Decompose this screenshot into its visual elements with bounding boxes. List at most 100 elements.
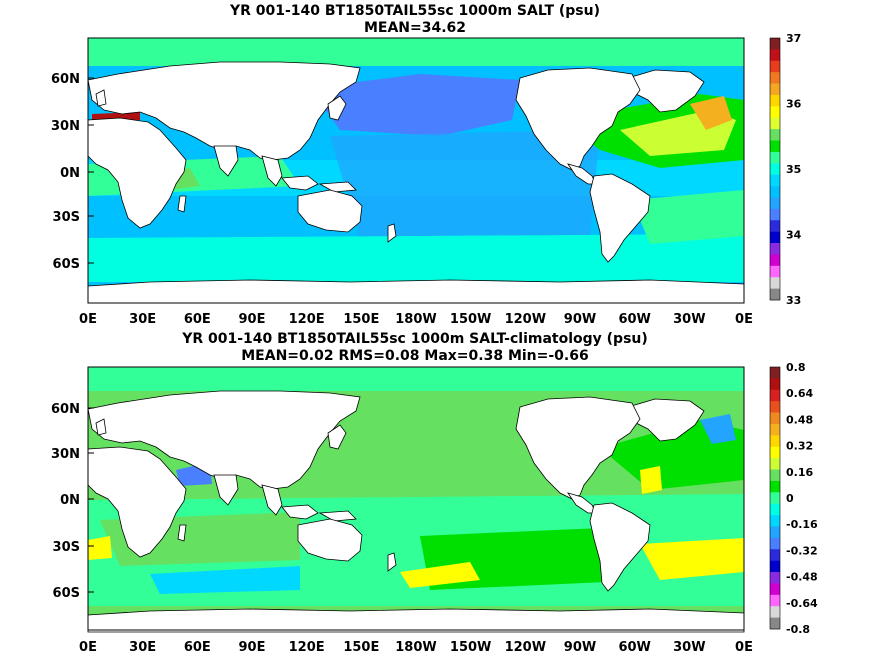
top-colorbar-segment (770, 117, 780, 130)
top-lon-label: 150E (343, 312, 379, 327)
top-lon-label: 150W (450, 312, 491, 327)
top-colorbar-segment (770, 151, 780, 164)
top-lat-label: 60N (51, 72, 80, 87)
bottom-colorbar-label: -0.64 (786, 597, 818, 610)
top-colorbar-segment (770, 83, 780, 96)
bottom-colorbar-segment (770, 583, 780, 596)
bottom-colorbar-label: 0.48 (786, 413, 813, 426)
bottom-colorbar-segment (770, 435, 780, 448)
bottom-colorbar-segment (770, 606, 780, 618)
bottom-colorbar-segment (770, 560, 780, 573)
top-lon-label: 180W (395, 312, 436, 327)
bottom-lon-label: 30W (673, 640, 705, 655)
top-colorbar-label: 37 (786, 32, 801, 45)
bottom-lon-label: 30E (129, 640, 156, 655)
top-lon-label: 90W (564, 312, 596, 327)
top-lat-label: 0N (60, 166, 80, 181)
bottom-panel-title: YR 001-140 BT1850TAIL55sc 1000m SALT-cli… (182, 331, 648, 347)
bottom-colorbar-segment (770, 389, 780, 402)
bottom-colorbar-segment (770, 617, 780, 630)
bottom-colorbar-label: 0.32 (786, 440, 813, 453)
top-lat-label: 30S (53, 210, 80, 225)
top-colorbar-segment (770, 140, 780, 153)
bottom-colorbar-segment (770, 378, 780, 391)
top-lon-label: 0E (735, 312, 753, 327)
bottom-colorbar-label: 0 (786, 492, 794, 505)
top-panel-title: YR 001-140 BT1850TAIL55sc 1000m SALT (ps… (229, 3, 600, 19)
bottom-lon-label: 150W (450, 640, 491, 655)
bottom-colorbar-segment (770, 594, 780, 607)
top-colorbar-segment (770, 231, 780, 244)
bottom-panel-subtitle: MEAN=0.02 RMS=0.08 Max=0.38 Min=-0.66 (241, 348, 589, 364)
top-colorbar-label: 35 (786, 163, 801, 176)
top-colorbar-segment (770, 288, 780, 301)
bottom-lon-label: 0E (79, 640, 97, 655)
top-colorbar-segment (770, 186, 780, 198)
top-panel-subtitle: MEAN=34.62 (363, 20, 467, 36)
top-colorbar-segment (770, 174, 780, 187)
bottom-lon-label: 60W (618, 640, 650, 655)
bottom-lat-label: 60S (53, 586, 80, 601)
bottom-colorbar-segment (770, 412, 780, 425)
bottom-lon-label: 120E (289, 640, 325, 655)
bottom-colorbar-label: -0.48 (786, 571, 818, 584)
top-colorbar-segment (770, 129, 780, 141)
bottom-colorbar-segment (770, 537, 780, 550)
top-colorbar-label: 34 (786, 229, 802, 242)
bottom-lon-label: 150E (343, 640, 379, 655)
bottom-colorbar-label: -0.16 (786, 518, 818, 531)
bottom-colorbar-segment (770, 572, 780, 584)
top-colorbar-segment (770, 38, 780, 50)
top-colorbar-segment (770, 254, 780, 267)
bottom-colorbar-segment (770, 401, 780, 413)
top-colorbar-segment (770, 243, 780, 255)
top-colorbar-segment (770, 277, 780, 289)
bottom-lon-label: 90E (239, 640, 266, 655)
bottom-colorbar-segment (770, 526, 780, 539)
bottom-lat-label: 60N (51, 402, 80, 417)
top-lon-label: 0E (79, 312, 97, 327)
top-lon-label: 90E (239, 312, 266, 327)
top-colorbar-segment (770, 265, 780, 278)
bottom-colorbar-label: -0.8 (786, 623, 810, 636)
top-lon-label: 120W (505, 312, 546, 327)
bottom-colorbar-segment (770, 480, 780, 493)
top-colorbar-label: 36 (786, 98, 802, 111)
bottom-colorbar-segment (770, 515, 780, 527)
bottom-colorbar-label: 0.64 (786, 387, 813, 400)
bottom-colorbar-segment (770, 367, 780, 379)
top-colorbar-segment (770, 208, 780, 221)
bottom-colorbar-segment (770, 503, 780, 516)
top-colorbar-segment (770, 220, 780, 232)
top-lon-label: 120E (289, 312, 325, 327)
bottom-lon-label: 180W (395, 640, 436, 655)
top-colorbar-segment (770, 49, 780, 62)
top-lon-label: 30E (129, 312, 156, 327)
top-colorbar-segment (770, 72, 780, 84)
top-lon-label: 60W (618, 312, 650, 327)
top-lon-label: 30W (673, 312, 705, 327)
top-colorbar-label: 33 (786, 294, 801, 307)
bottom-lon-label: 120W (505, 640, 546, 655)
bottom-colorbar-label: -0.32 (786, 544, 818, 557)
bottom-colorbar-segment (770, 423, 780, 436)
bottom-lat-label: 0N (60, 493, 80, 508)
top-colorbar-segment (770, 163, 780, 175)
bottom-lon-label: 60E (184, 640, 211, 655)
bottom-lon-label: 0E (735, 640, 753, 655)
bottom-colorbar-label: 0.8 (786, 361, 806, 374)
bottom-lat-label: 30S (53, 540, 80, 555)
bottom-lat-label: 30N (51, 447, 80, 462)
top-colorbar-segment (770, 106, 780, 119)
top-lat-label: 60S (53, 257, 80, 272)
top-colorbar-segment (770, 197, 780, 210)
bottom-colorbar-segment (770, 446, 780, 459)
top-lat-label: 30N (51, 119, 80, 134)
bottom-colorbar-segment (770, 469, 780, 482)
bottom-colorbar-segment (770, 549, 780, 561)
bottom-colorbar-segment (770, 492, 780, 504)
top-colorbar-segment (770, 60, 780, 73)
top-lon-label: 60E (184, 312, 211, 327)
top-colorbar-segment (770, 94, 780, 107)
bottom-colorbar-segment (770, 458, 780, 470)
